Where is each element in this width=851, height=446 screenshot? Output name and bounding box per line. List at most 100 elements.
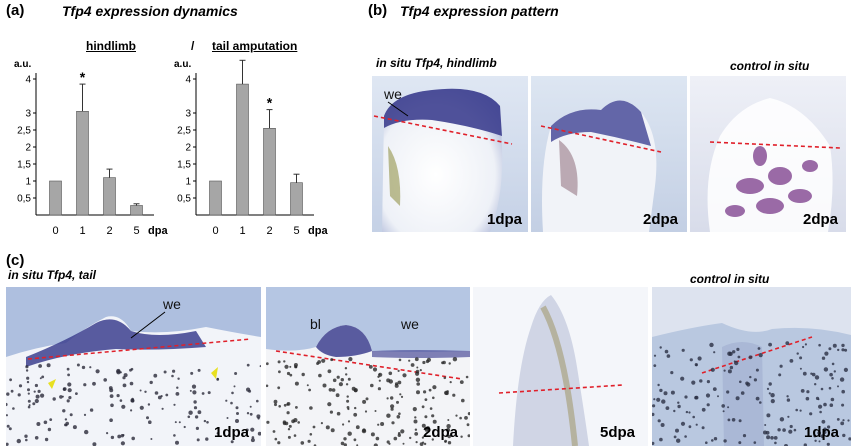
melanophore xyxy=(309,433,313,436)
melanophore xyxy=(362,399,367,404)
melanophore xyxy=(386,378,391,383)
annotation-we-tail-2: we xyxy=(401,316,419,332)
melanophore xyxy=(455,414,458,417)
melanophore xyxy=(274,403,277,407)
melanophore xyxy=(818,404,823,409)
annotation-we-hindlimb: we xyxy=(384,86,402,102)
panel-a-letter: (a) xyxy=(6,2,25,19)
melanophore xyxy=(827,425,831,429)
melanophore xyxy=(121,404,126,409)
melanophore xyxy=(763,430,767,435)
melanophore xyxy=(172,369,176,373)
melanophore xyxy=(787,415,790,418)
melanophore xyxy=(178,421,181,424)
panel-b-title: Tfp4 expression pattern xyxy=(400,3,559,19)
melanophore xyxy=(318,373,322,378)
melanophore xyxy=(161,407,164,410)
pointer-line xyxy=(387,101,409,117)
melanophore xyxy=(709,342,714,348)
melanophore xyxy=(699,379,703,383)
melanophore xyxy=(841,389,845,394)
panel-c-subtitle-right: control in situ xyxy=(690,272,770,286)
melanophore xyxy=(287,435,291,439)
melanophore xyxy=(312,425,316,429)
melanophore xyxy=(33,390,36,393)
melanophore xyxy=(779,417,785,422)
melanophore xyxy=(6,442,9,446)
melanophore xyxy=(191,384,197,389)
image-label: 1dpa xyxy=(804,424,840,441)
melanophore xyxy=(737,355,741,359)
melanophore xyxy=(286,371,291,376)
melanophore xyxy=(62,387,66,391)
melanophore xyxy=(735,396,740,401)
x-tick-label: 0 xyxy=(52,225,58,237)
melanophore xyxy=(400,429,405,434)
melanophore xyxy=(652,412,655,417)
melanophore xyxy=(250,427,255,432)
melanophore xyxy=(738,419,742,423)
y-tick-label: 2,5 xyxy=(17,126,31,137)
melanophore xyxy=(147,403,151,406)
melanophore xyxy=(447,441,452,445)
melanophore xyxy=(415,441,418,444)
x-axis-label: dpa xyxy=(308,225,328,237)
bar xyxy=(290,182,303,216)
melanophore xyxy=(175,440,179,445)
melanophore xyxy=(813,434,817,438)
melanophore xyxy=(398,358,402,362)
melanophore xyxy=(774,441,777,445)
bar xyxy=(130,205,143,216)
melanophore xyxy=(694,395,698,400)
melanophore xyxy=(665,406,670,410)
melanophore xyxy=(755,368,759,372)
melanophore xyxy=(370,383,374,388)
melanophore xyxy=(757,347,761,350)
melanophore xyxy=(390,396,394,400)
melanophore xyxy=(41,375,45,379)
melanophore xyxy=(843,367,848,372)
melanophore xyxy=(803,443,807,446)
melanophore xyxy=(345,373,348,376)
melanophore xyxy=(447,419,450,421)
melanophore xyxy=(34,436,39,440)
melanophore xyxy=(377,423,380,426)
melanophore xyxy=(390,404,395,409)
melanophore xyxy=(824,351,829,356)
melanophore xyxy=(410,363,415,367)
melanophore xyxy=(804,343,807,346)
panel-b-letter: (b) xyxy=(368,2,388,19)
melanophore xyxy=(297,421,300,424)
melanophore xyxy=(809,412,813,416)
melanophore xyxy=(120,441,125,446)
y-tick-label: 0,5 xyxy=(177,194,191,205)
melanophore xyxy=(64,418,68,421)
melanophore xyxy=(685,410,689,414)
melanophore xyxy=(130,409,133,412)
melanophore xyxy=(160,395,163,398)
melanophore xyxy=(814,383,817,386)
melanophore xyxy=(753,378,757,382)
melanophore xyxy=(764,424,767,426)
melanophore xyxy=(32,402,36,406)
melanophore xyxy=(266,420,270,424)
melanophore xyxy=(249,405,252,408)
melanophore xyxy=(327,402,332,407)
melanophore xyxy=(409,436,412,440)
melanophore xyxy=(670,371,674,375)
melanophore xyxy=(370,432,375,437)
melanophore xyxy=(216,432,219,435)
melanophore xyxy=(705,441,708,444)
melanophore xyxy=(153,373,158,378)
melanophore xyxy=(230,401,233,405)
melanophore xyxy=(330,358,334,362)
melanophore xyxy=(691,380,696,385)
melanophore xyxy=(421,423,426,428)
melanophore xyxy=(92,442,97,446)
melanophore xyxy=(377,375,380,378)
y-tick-label: 2 xyxy=(185,143,191,154)
x-tick-label: 2 xyxy=(106,225,112,237)
melanophore xyxy=(294,365,298,369)
melanophore xyxy=(820,434,825,439)
melanophore xyxy=(372,367,378,372)
